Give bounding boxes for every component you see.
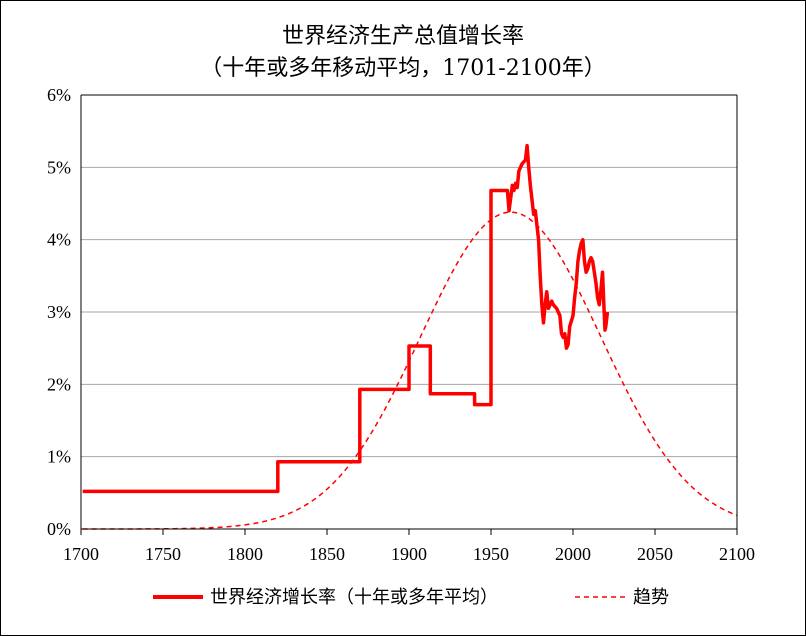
y-tick-label: 5%	[47, 157, 71, 177]
y-tick-label: 2%	[47, 374, 71, 394]
x-tick-label: 1900	[391, 544, 427, 564]
x-tick-label: 2000	[555, 544, 591, 564]
y-tick-label: 0%	[47, 519, 71, 539]
legend-label-trend: 趋势	[633, 587, 669, 608]
y-tick-label: 4%	[47, 230, 71, 250]
x-tick-label: 2100	[719, 544, 755, 564]
axes: 0% 1% 2% 3% 4% 5% 6% 1700 1750 1800 1850 1900 1950 20…	[47, 85, 755, 564]
x-tick-label: 2050	[637, 544, 673, 564]
x-tick-label: 1850	[309, 544, 345, 564]
legend-label-growth: 世界经济增长率（十年或多年平均）	[210, 587, 498, 608]
chart-title: 世界经济生产总值增长率	[282, 24, 524, 49]
legend: 世界经济增长率（十年或多年平均） 趋势	[153, 587, 669, 608]
x-tick-label: 1700	[63, 544, 99, 564]
y-tick-label: 6%	[47, 85, 71, 105]
x-tick-label: 1950	[473, 544, 509, 564]
y-tick-label: 3%	[47, 302, 71, 322]
y-tick-label: 1%	[47, 447, 71, 467]
x-tick-label: 1750	[145, 544, 181, 564]
series-line-growth	[82, 143, 610, 494]
chart-subtitle: （十年或多年移动平均，1701-2100年）	[200, 56, 605, 81]
grid-lines	[81, 94, 737, 458]
x-tick-label: 1800	[227, 544, 263, 564]
plot-area	[82, 143, 738, 530]
